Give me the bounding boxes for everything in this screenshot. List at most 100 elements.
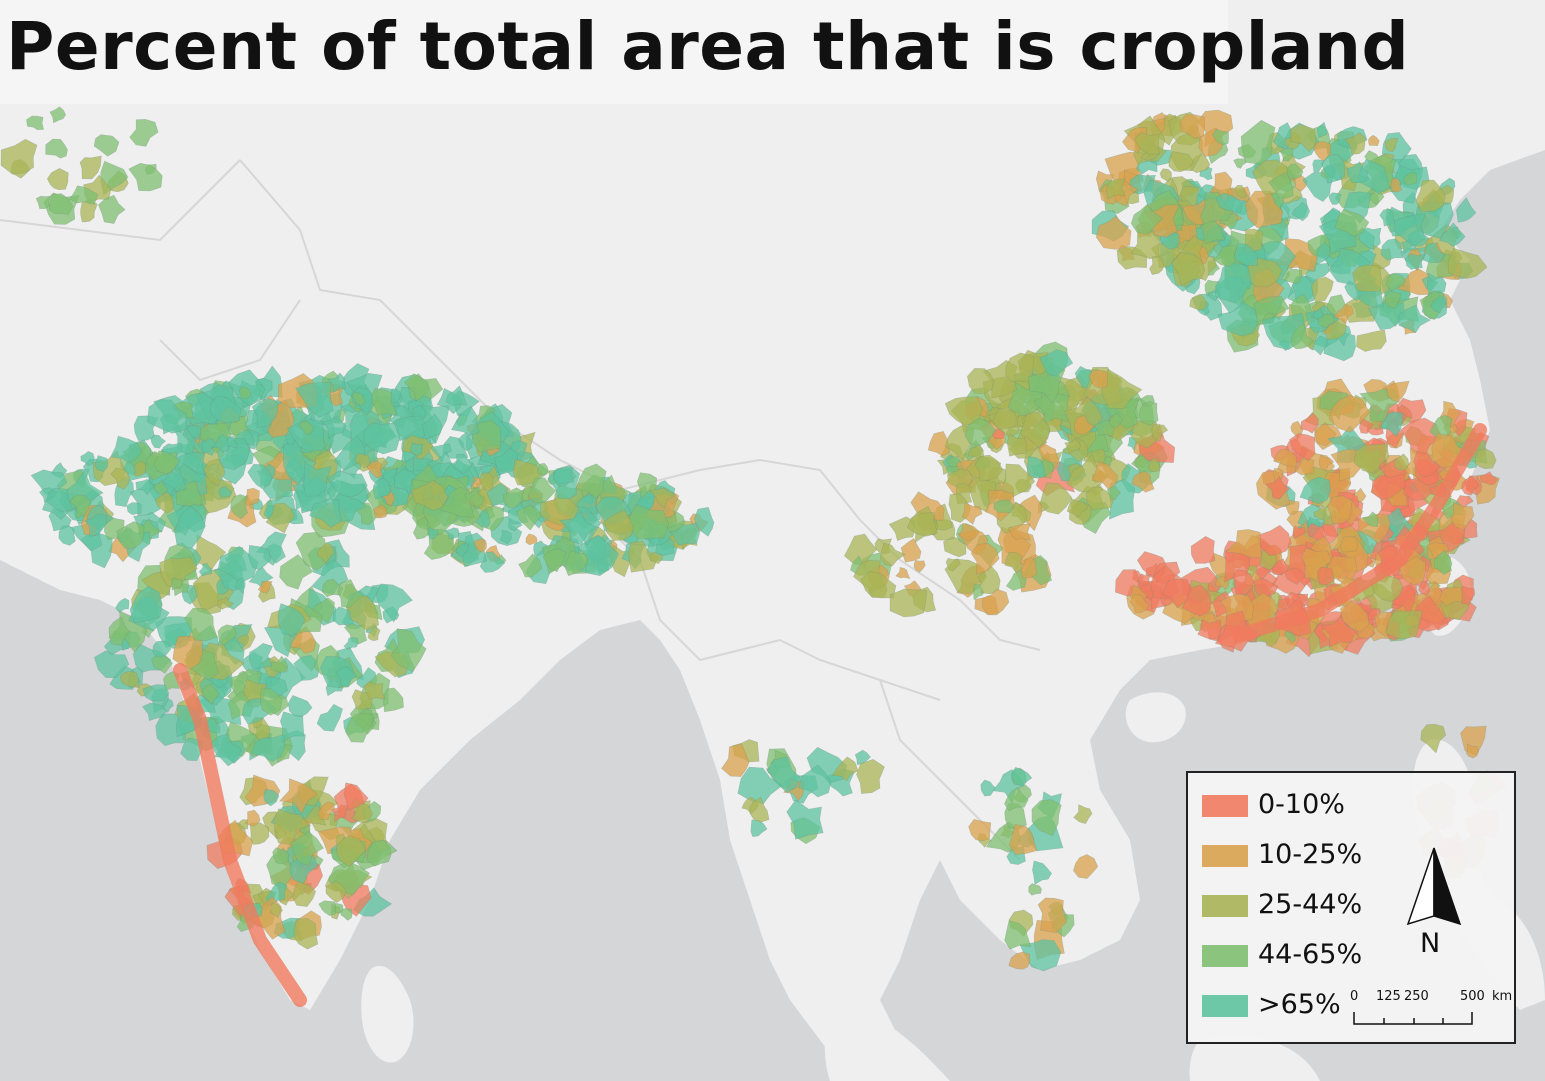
cropland-patch xyxy=(1334,208,1370,238)
cropland-patch xyxy=(1005,352,1035,383)
cropland-patch xyxy=(1420,723,1447,754)
cropland-patch xyxy=(1038,442,1061,464)
north-arrow-label: N xyxy=(1420,928,1441,959)
cropland-patch xyxy=(265,502,295,534)
cropland-patch xyxy=(218,485,233,498)
cropland-patch xyxy=(247,463,273,490)
cropland-patch xyxy=(1159,168,1172,183)
cropland-patch xyxy=(153,450,181,475)
cropland-patch xyxy=(203,458,226,486)
cropland-patch xyxy=(318,900,337,917)
cropland-patch xyxy=(1465,743,1480,759)
legend-swatch-44-65 xyxy=(1202,945,1248,967)
cropland-patch xyxy=(1215,192,1243,213)
cropland-patch xyxy=(1010,766,1033,787)
cropland-patch xyxy=(217,545,259,584)
cropland-patch xyxy=(363,681,386,700)
cropland-patch xyxy=(126,502,142,516)
cropland-patch xyxy=(1004,920,1032,950)
cropland-patch xyxy=(1214,260,1252,304)
cropland-patch xyxy=(970,543,1000,576)
cropland-patch xyxy=(1073,415,1096,436)
cropland-patch xyxy=(295,382,334,419)
cropland-patch xyxy=(1433,549,1453,576)
cropland-patch xyxy=(1291,202,1310,222)
cropland-patch xyxy=(230,494,249,520)
cropland-patch xyxy=(445,385,468,407)
cropland-patch xyxy=(737,766,783,805)
cropland-patch xyxy=(1095,215,1132,250)
cropland-layer xyxy=(0,106,1507,1007)
cropland-patch xyxy=(854,749,871,766)
cropland-patch xyxy=(239,386,252,400)
cropland-patch xyxy=(129,119,159,147)
cropland-patch xyxy=(287,695,313,718)
cropland-patch xyxy=(142,702,168,721)
cropland-patch xyxy=(518,553,543,578)
cropland-patch xyxy=(1418,580,1431,596)
cropland-patch xyxy=(1073,804,1093,824)
cropland-patch xyxy=(913,559,926,573)
title-banner: Percent of total area that is cropland xyxy=(0,0,1409,104)
cropland-patch xyxy=(150,434,166,449)
cropland-patch xyxy=(1318,454,1335,472)
cropland-patch xyxy=(458,431,473,452)
cropland-patch xyxy=(1212,128,1229,145)
cropland-patch xyxy=(316,542,335,564)
cropland-patch xyxy=(303,460,332,497)
legend-swatch-65-plus xyxy=(1202,995,1248,1017)
cropland-patch xyxy=(1289,433,1316,462)
cropland-patch xyxy=(248,544,272,571)
cropland-patch xyxy=(471,419,502,453)
cropland-patch xyxy=(1400,417,1443,457)
cropland-patch xyxy=(1268,171,1294,199)
cropland-patch xyxy=(444,527,460,540)
cropland-patch xyxy=(410,442,424,456)
cropland-patch xyxy=(411,404,426,421)
cropland-patch xyxy=(236,634,249,647)
cropland-patch xyxy=(171,577,183,591)
cropland-patch xyxy=(1212,245,1238,267)
cropland-patch xyxy=(993,499,1014,514)
cropland-patch xyxy=(766,756,801,794)
cropland-patch xyxy=(1149,255,1165,275)
cropland-patch xyxy=(327,372,347,393)
cropland-patch xyxy=(1380,238,1404,261)
cropland-patch xyxy=(98,194,126,224)
cropland-patch xyxy=(351,391,366,406)
cropland-patch xyxy=(478,472,494,491)
cropland-patch xyxy=(945,557,961,572)
cropland-patch xyxy=(1031,799,1062,836)
cropland-patch xyxy=(1233,242,1258,266)
cropland-patch xyxy=(452,453,474,475)
cropland-patch xyxy=(1137,573,1152,587)
cropland-patch xyxy=(1439,222,1466,247)
cropland-patch xyxy=(860,570,897,599)
cropland-patch xyxy=(249,822,270,845)
cropland-patch xyxy=(382,490,395,507)
cropland-patch xyxy=(1233,184,1248,199)
cropland-patch xyxy=(604,509,634,541)
cropland-patch xyxy=(1362,511,1379,527)
cropland-patch xyxy=(895,567,911,580)
cropland-patch xyxy=(1002,463,1036,503)
cropland-patch xyxy=(336,835,366,867)
cropland-patch xyxy=(1091,461,1118,490)
cropland-patch xyxy=(317,801,335,821)
cropland-patch xyxy=(1265,475,1290,500)
cropland-patch xyxy=(1037,897,1068,933)
cropland-patch xyxy=(527,477,557,504)
cropland-patch xyxy=(249,642,274,670)
cropland-patch xyxy=(69,494,91,519)
cropland-patch xyxy=(1006,433,1028,457)
cropland-patch xyxy=(46,488,74,513)
cropland-patch xyxy=(142,684,170,702)
cropland-patch xyxy=(227,369,266,406)
cropland-patch xyxy=(343,637,359,651)
cropland-patch xyxy=(525,533,538,546)
cropland-patch xyxy=(1403,171,1418,186)
cropland-patch xyxy=(325,880,347,903)
cropland-patch xyxy=(1039,349,1074,378)
cropland-patch xyxy=(1004,552,1023,574)
cropland-patch xyxy=(1253,577,1279,598)
